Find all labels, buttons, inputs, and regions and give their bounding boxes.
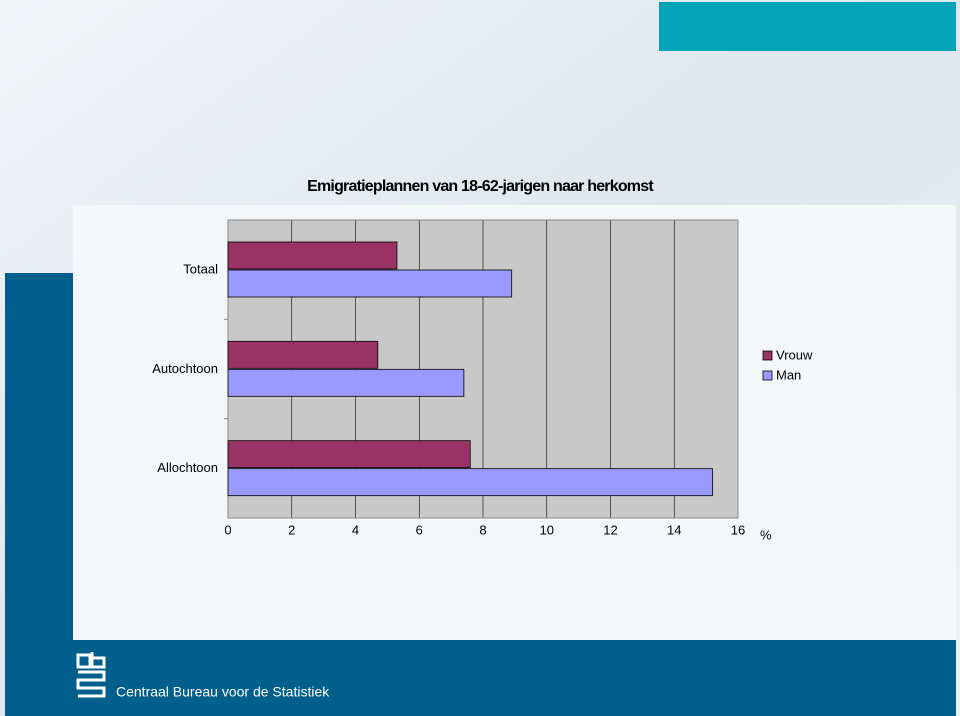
bar [227, 269, 513, 298]
x-axis-label: % [760, 527, 772, 542]
legend-label: Vrouw [776, 347, 813, 362]
footer-text: Centraal Bureau voor de Statistiek [116, 684, 330, 700]
x-tick-label: 4 [352, 522, 359, 537]
x-tick-label: 10 [540, 522, 554, 537]
chart-title: Emigratieplannen van 18-62-jarigen naar … [307, 178, 654, 195]
y-tick-label: Allochtoon [157, 460, 218, 475]
x-tick-label: 6 [416, 522, 423, 537]
legend-swatch [762, 370, 773, 381]
x-tick-label: 14 [667, 522, 681, 537]
logo [76, 652, 106, 698]
y-tick-label: Totaal [183, 261, 218, 276]
x-tick-label: 12 [603, 522, 617, 537]
legend-label: Man [776, 367, 801, 382]
bar [227, 368, 465, 397]
footer-band [5, 640, 956, 716]
bar [227, 440, 471, 469]
accent-box [659, 2, 956, 51]
bar [227, 340, 379, 369]
bar [227, 468, 713, 497]
bar [227, 241, 398, 270]
x-tick-label: 0 [224, 522, 231, 537]
x-tick-label: 8 [479, 522, 486, 537]
x-tick-label: 16 [731, 522, 745, 537]
y-tick-label: Autochtoon [152, 361, 218, 376]
x-tick-label: 2 [288, 522, 295, 537]
legend-swatch [762, 350, 773, 361]
